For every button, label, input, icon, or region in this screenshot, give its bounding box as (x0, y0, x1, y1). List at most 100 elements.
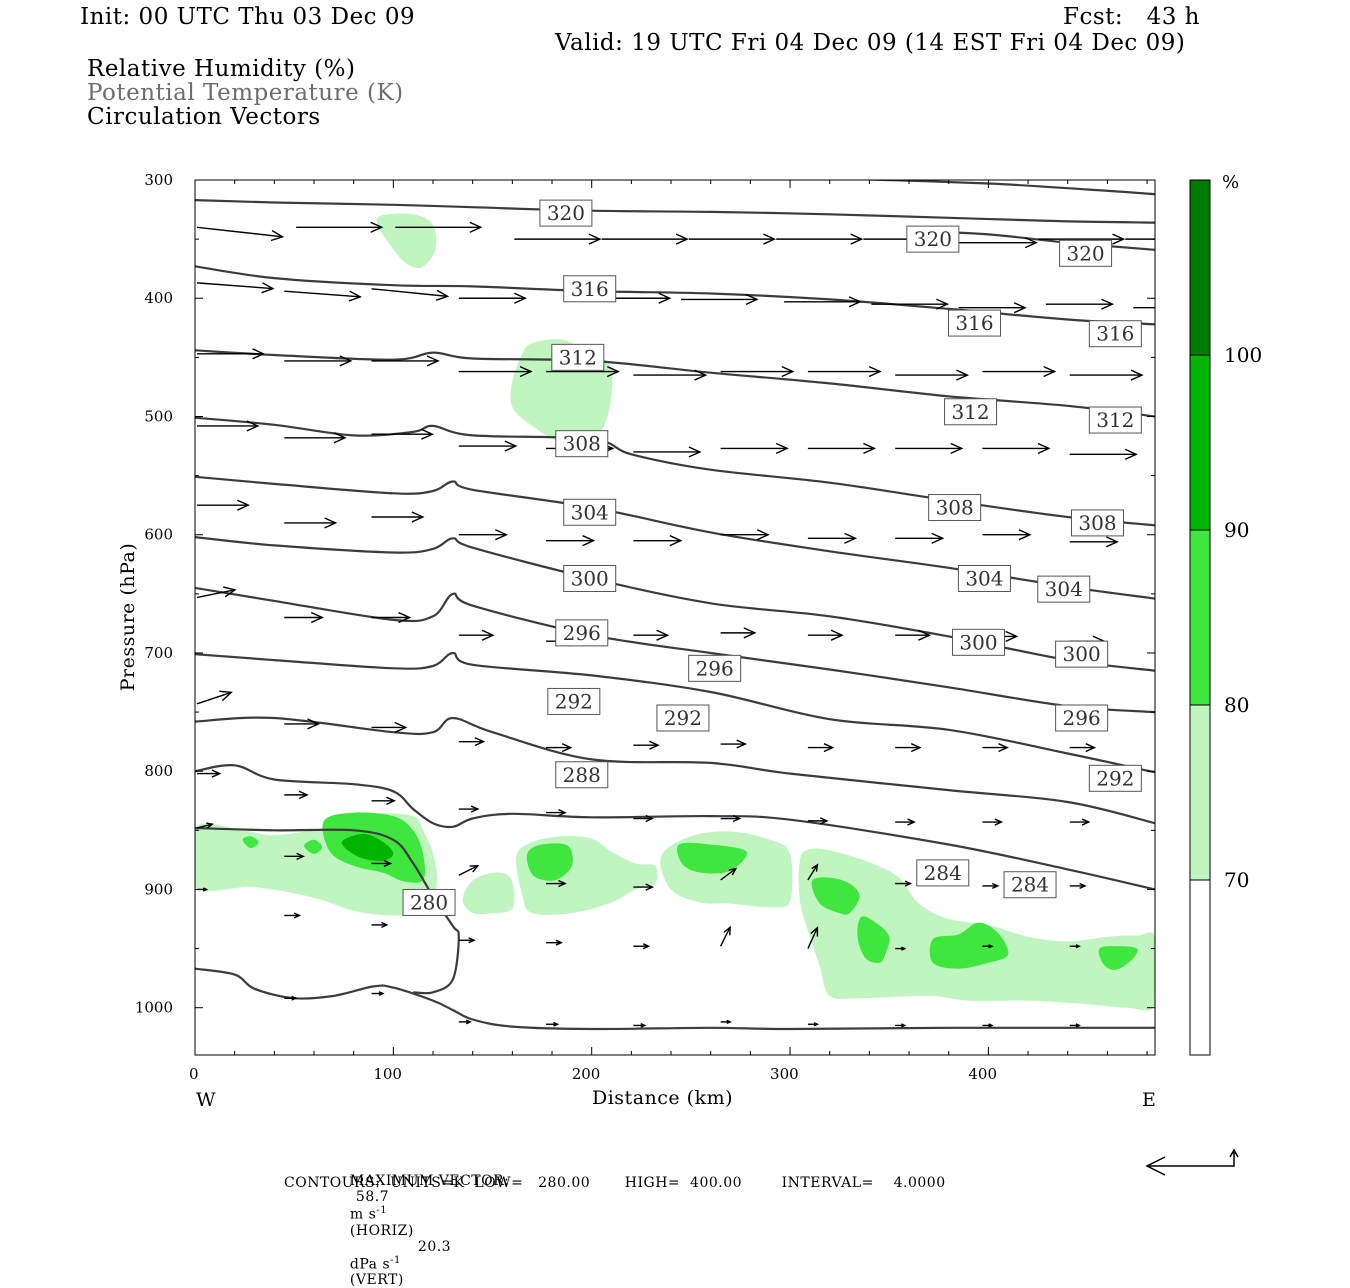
legend-vectors: Circulation Vectors (87, 104, 321, 130)
theta-label-text: 296 (563, 621, 601, 645)
theta-label: 316 (1088, 320, 1142, 348)
circulation-vector (1069, 818, 1091, 826)
circulation-vector (458, 805, 480, 813)
circulation-vector (601, 233, 689, 245)
circulation-vector (895, 818, 916, 826)
circulation-vector (1125, 238, 1155, 240)
circulation-vector (196, 822, 214, 829)
circulation-vector (1069, 944, 1081, 949)
theta-label: 296 (555, 619, 609, 647)
circulation-vector (284, 912, 302, 919)
circulation-vector (458, 292, 528, 304)
y-axis-label: Pressure (hPa) (117, 542, 139, 692)
colorbar-segment (1190, 530, 1210, 705)
theta-label: 280 (402, 888, 456, 916)
y-tick-label: 900 (144, 880, 173, 898)
theta-label-text: 292 (555, 689, 593, 713)
theta-label: 300 (1055, 640, 1109, 668)
circulation-vector (895, 442, 964, 455)
circulation-vector (895, 629, 932, 641)
rh-fill-layer (195, 213, 1155, 1011)
circulation-vector (284, 517, 338, 529)
colorbar-label: 100 (1224, 343, 1262, 367)
theta-label: 304 (1037, 575, 1091, 603)
circulation-vector (807, 629, 844, 641)
y-tick-label: 800 (144, 762, 173, 780)
circulation-vector (458, 365, 533, 378)
circulation-vector (807, 863, 819, 881)
circulation-vector (196, 282, 275, 294)
colorbar-segment (1190, 180, 1210, 355)
legend-rh: Relative Humidity (%) (87, 56, 356, 82)
circulation-vector (196, 226, 285, 242)
circulation-vector (807, 365, 882, 378)
circulation-vector (296, 221, 384, 233)
theta-label: 312 (1088, 406, 1142, 434)
x-tick-label: 200 (572, 1065, 601, 1083)
circulation-vector (1069, 882, 1087, 889)
circulation-vector (895, 369, 970, 381)
circulation-vector (895, 880, 913, 887)
theta-label-text: 296 (696, 656, 734, 680)
colorbar: 100 90 80 70% (1189, 172, 1262, 1056)
circulation-vector (371, 511, 425, 523)
theta-contour-284-11 (195, 764, 1155, 891)
circulation-vector (895, 743, 922, 753)
circulation-vector (1069, 448, 1138, 460)
rh-area-80-11 (677, 842, 747, 874)
theta-label: 300 (563, 564, 617, 592)
max-horiz-value: 58.7 (355, 1189, 390, 1205)
circulation-vector (458, 529, 509, 541)
circulation-vector (871, 298, 950, 310)
circulation-vector (284, 995, 298, 1001)
circulation-vector (1037, 233, 1126, 245)
circulation-vector (1133, 307, 1155, 309)
circulation-vector (371, 611, 412, 624)
y-tick-label: 300 (144, 171, 173, 189)
circulation-vector (1069, 369, 1144, 381)
theta-label: 320 (539, 199, 593, 227)
theta-label: 320 (906, 225, 960, 253)
circulation-vector (546, 939, 563, 946)
circulation-vector (546, 1021, 560, 1027)
circulation-vector (458, 937, 476, 944)
theta-label: 320 (1059, 239, 1113, 267)
theta-label-text: 320 (547, 201, 585, 225)
circulation-vector (546, 743, 573, 753)
contours-line: CONTOURS: UNITS=K LOW= 280.00 HIGH= 400.… (284, 1175, 946, 1191)
circulation-vector (680, 293, 759, 306)
theta-label: 284 (916, 859, 970, 887)
circulation-vector (197, 348, 266, 360)
theta-label-text: 308 (936, 496, 974, 520)
circulation-vector (720, 925, 731, 947)
circulation-vector (720, 739, 748, 749)
theta-label-text: 300 (959, 630, 997, 654)
theta-label-text: 292 (664, 706, 702, 730)
circulation-vector (371, 288, 450, 301)
circulation-vector (982, 944, 994, 949)
circulation-vector (720, 867, 738, 881)
theta-label: 316 (563, 275, 617, 303)
theta-label: 304 (563, 498, 617, 526)
theta-label: 312 (551, 343, 605, 371)
valid-time: Valid: 19 UTC Fri 04 Dec 09 (14 EST Fri … (555, 30, 1186, 56)
circulation-vector (633, 814, 655, 823)
circulation-vector (1069, 743, 1097, 753)
rh-area-70-3 (462, 872, 515, 915)
circulation-vector (982, 529, 1032, 541)
theta-label-text: 312 (1096, 408, 1134, 432)
theta-label-text: 300 (1063, 642, 1101, 666)
max-vert-value: 20.3 (417, 1238, 452, 1255)
circulation-vector (1069, 1023, 1081, 1028)
circulation-vector (982, 743, 1009, 753)
circulation-vector (196, 586, 237, 599)
max-horiz-exp: -1 (376, 1205, 388, 1216)
circulation-vector (371, 796, 397, 806)
x-axis-label: Distance (km) (592, 1087, 734, 1109)
theta-label: 292 (1088, 764, 1142, 792)
circulation-vector (284, 852, 305, 860)
rh-area-80-15 (1098, 946, 1138, 970)
circulation-vector (371, 355, 440, 367)
theta-contour-292-9 (195, 651, 1155, 774)
circulation-vector (633, 1023, 647, 1028)
